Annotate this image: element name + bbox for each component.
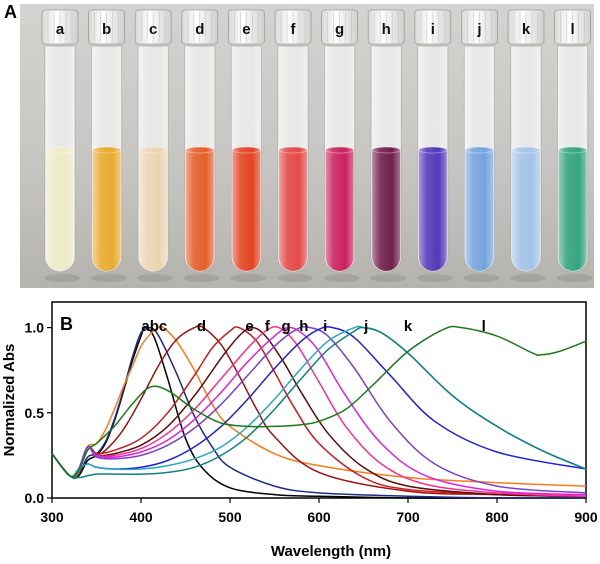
tube-sheen <box>417 46 448 273</box>
x-tick-label-700: 700 <box>396 509 420 525</box>
test-tube-l: l <box>554 9 593 282</box>
tube-label-b: b <box>102 21 111 38</box>
curve-label-abc: abc <box>141 318 167 335</box>
test-tube-e: e <box>227 9 267 282</box>
tube-label-k: k <box>522 21 531 38</box>
tube-shadow <box>416 274 453 282</box>
tube-sheen <box>324 46 355 273</box>
y-tick-label-1.0: 1.0 <box>25 320 45 336</box>
test-tube-c: c <box>134 9 174 282</box>
test-tube-j: j <box>460 9 500 282</box>
curve-label-l: l <box>482 318 486 335</box>
axes: 300 400 500 600 700 800 900 0.0 0.5 1.0 <box>25 320 598 525</box>
tube-shadow <box>323 274 360 282</box>
tube-sheen <box>371 46 402 273</box>
tube-label-j: j <box>476 21 481 38</box>
test-tube-h: h <box>367 9 407 282</box>
tube-shadow <box>44 274 80 282</box>
curve-label-k: k <box>404 318 413 335</box>
test-tube-rack: a b c d e f g h i j k l <box>41 9 593 282</box>
curve-label-g: g <box>281 318 290 335</box>
test-tube-g: g <box>321 9 360 282</box>
spectrum-line-2 <box>51 326 587 499</box>
tube-shadow <box>90 274 127 282</box>
tube-label-g: g <box>335 21 344 38</box>
test-tube-f: f <box>274 9 313 282</box>
spectrum-line-3 <box>51 325 587 487</box>
curve-label-i: i <box>323 318 327 335</box>
tube-label-i: i <box>431 21 435 38</box>
x-tick-label-600: 600 <box>307 509 331 525</box>
tube-sheen <box>557 46 588 273</box>
tube-shadow <box>463 274 500 282</box>
x-tick-label-900: 900 <box>574 509 598 525</box>
tube-sheen <box>464 46 495 273</box>
curve-label-j: j <box>363 318 368 335</box>
curve-label-e: e <box>245 318 253 335</box>
tube-sheen <box>138 46 169 273</box>
test-tube-i: i <box>414 9 453 282</box>
panel-a-letter: A <box>4 2 17 22</box>
y-tick-label-0.5: 0.5 <box>25 405 45 421</box>
tube-shadow <box>370 274 407 282</box>
x-tick-label-800: 800 <box>485 509 509 525</box>
curve-label-h: h <box>299 318 308 335</box>
tube-shadow <box>230 274 267 282</box>
tube-sheen <box>91 46 122 272</box>
tube-sheen <box>278 46 308 272</box>
curve-label-d: d <box>197 318 206 335</box>
test-tube-a: a <box>41 9 80 282</box>
series-layer <box>51 325 587 499</box>
spectrum-line-12 <box>51 326 587 479</box>
tube-shadow <box>137 274 174 282</box>
tube-label-c: c <box>149 21 157 38</box>
x-axis-title: Wavelength (nm) <box>271 543 391 560</box>
curve-label-f: f <box>265 318 271 335</box>
panel-b-letter: B <box>60 314 73 334</box>
panel-b-chart: B abc d e f g h i j k l 300 400 500 600 700 800 900 0.0 0… <box>1 301 598 560</box>
spectrum-line-13 <box>51 325 587 478</box>
spectrum-line-9 <box>51 326 587 494</box>
tube-label-a: a <box>56 21 65 38</box>
x-tick-label-500: 500 <box>218 509 242 525</box>
tube-shadow <box>510 274 546 282</box>
tube-label-f: f <box>291 21 297 38</box>
x-tick-label-400: 400 <box>129 509 153 525</box>
tube-shadow <box>556 274 593 282</box>
curve-labels: abc d e f g h i j k l <box>141 318 485 335</box>
test-tube-b: b <box>88 9 127 282</box>
tube-sheen <box>184 46 215 273</box>
tube-sheen <box>45 46 75 272</box>
tube-shadow <box>277 274 313 282</box>
y-tick-label-0.0: 0.0 <box>25 490 45 506</box>
test-tube-d: d <box>181 9 220 282</box>
tube-sheen <box>231 46 262 272</box>
tube-label-l: l <box>571 21 575 38</box>
x-tick-label-300: 300 <box>40 509 64 525</box>
test-tube-k: k <box>507 9 546 282</box>
tube-shadow <box>183 274 220 282</box>
tube-sheen <box>511 46 541 272</box>
tube-label-h: h <box>382 21 391 38</box>
tube-label-d: d <box>195 21 204 38</box>
y-axis-title: Normalized Abs <box>1 344 18 457</box>
tube-label-e: e <box>242 21 250 38</box>
